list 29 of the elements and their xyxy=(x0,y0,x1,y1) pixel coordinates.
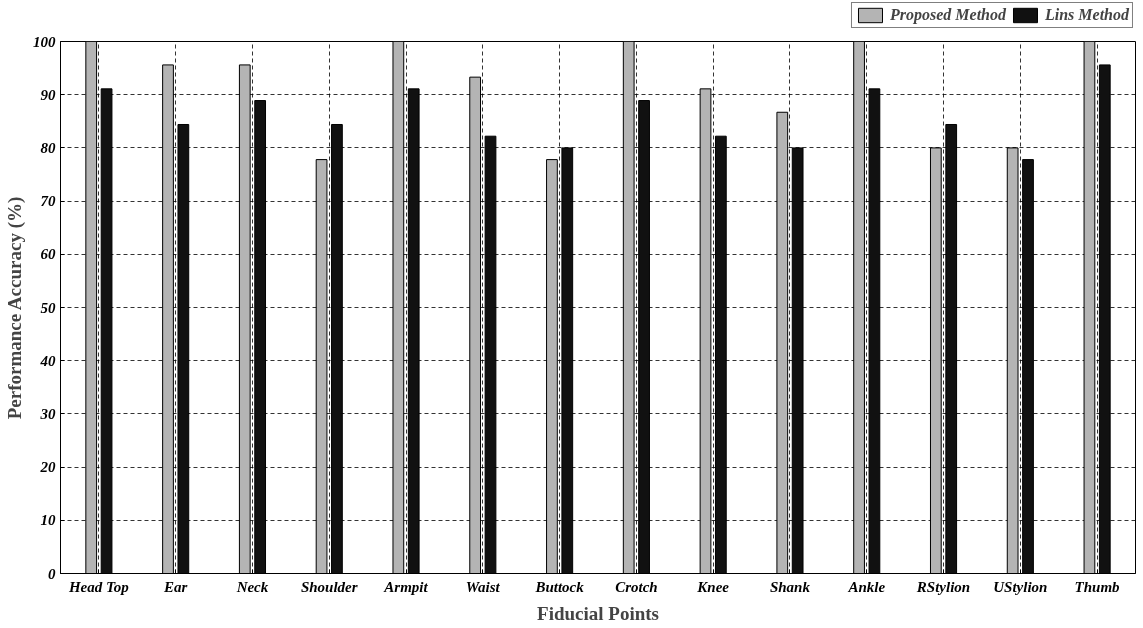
x-tick-label: Knee xyxy=(696,578,730,595)
x-tick-label: Neck xyxy=(235,578,269,595)
legend-label: Lins Method xyxy=(1044,6,1129,24)
y-tick-label: 50 xyxy=(40,299,56,316)
y-tick-label: 80 xyxy=(40,139,56,156)
x-axis-title: Fiducial Points xyxy=(537,602,659,624)
y-tick-label: 70 xyxy=(40,193,56,210)
x-tick-label: RStylion xyxy=(915,578,971,595)
x-tick-label: Shoulder xyxy=(300,578,358,595)
x-tick-label: UStylion xyxy=(993,578,1048,595)
y-tick-label: 90 xyxy=(40,86,56,103)
legend-label: Proposed Method xyxy=(889,6,1006,24)
y-tick-label: 0 xyxy=(48,565,56,582)
y-tick-label: 100 xyxy=(33,33,56,50)
y-tick-label: 60 xyxy=(40,246,56,263)
x-tick-label: Shank xyxy=(769,578,811,595)
y-tick-label: 40 xyxy=(39,352,56,369)
x-tick-label: Ankle xyxy=(847,578,886,595)
y-axis-title: Performance Accuracy (%) xyxy=(4,196,26,420)
x-tick-label: Buttock xyxy=(534,578,585,595)
y-tick-label: 10 xyxy=(40,512,56,529)
x-tick-label: Waist xyxy=(465,578,501,595)
x-tick-label: Head Top xyxy=(67,578,130,595)
x-tick-label: Ear xyxy=(163,578,188,595)
x-tick-label: Crotch xyxy=(615,578,658,595)
x-tick-label: Thumb xyxy=(1074,578,1121,595)
y-tick-label: 20 xyxy=(39,459,56,476)
x-tick-label: Armpit xyxy=(383,578,429,595)
y-tick-label: 30 xyxy=(39,405,56,422)
